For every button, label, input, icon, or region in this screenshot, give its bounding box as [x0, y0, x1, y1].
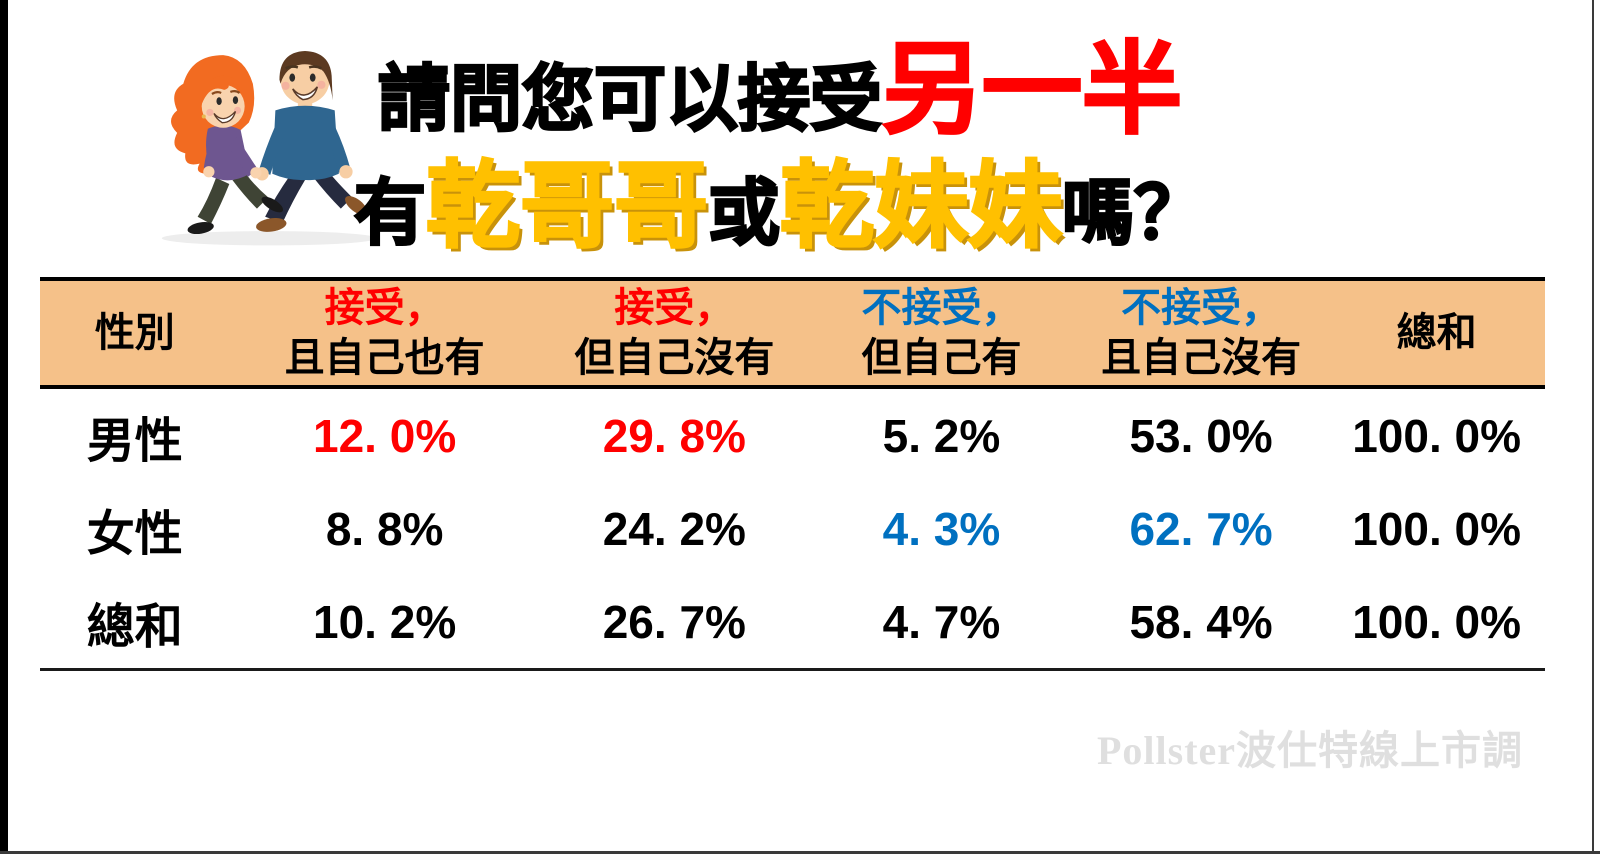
title-line2-black-2: 或: [707, 173, 782, 256]
title-line2-black-1: 有: [353, 173, 428, 256]
total-reject-and-not-have: 58. 4%: [1073, 575, 1329, 671]
title-line2-gold-1: 乾哥哥: [425, 153, 710, 258]
header-accept-and-have-top: 接受，: [324, 286, 445, 330]
total-accept-and-have: 10. 2%: [229, 575, 540, 671]
male-total: 100. 0%: [1352, 409, 1522, 462]
header-accept-and-have: 接受， 且自己也有: [229, 277, 540, 389]
table-row-total: 總和 10. 2% 26. 7% 4. 7% 58. 4% 100. 0%: [40, 575, 1545, 671]
header-accept-not-have-top: 接受，: [614, 286, 735, 330]
woman-figure: [171, 55, 284, 235]
male-accept-and-have: 12. 0%: [313, 409, 457, 462]
pollster-watermark: Pollster波仕特線上市調: [1096, 728, 1524, 773]
header-accept-not-have: 接受， 但自己沒有: [539, 277, 810, 389]
couple-illustration-svg: [161, 51, 377, 246]
title-line2-black-3: 嗎？: [1061, 173, 1208, 256]
female-reject-and-not-have: 62. 7%: [1129, 502, 1273, 555]
total-total: 100. 0%: [1328, 575, 1545, 671]
table-row-male: 男性 12. 0% 29. 8% 5. 2% 53. 0% 100. 0%: [40, 387, 1545, 482]
slide-bottom-edge: [0, 851, 1600, 854]
row-label-total: 總和: [40, 575, 230, 671]
row-label-male: 男性: [86, 414, 183, 468]
header-total: 總和: [1328, 277, 1545, 389]
female-accept-and-have: 8. 8%: [325, 502, 444, 555]
header-reject-but-have-bottom: 但自己有: [861, 336, 1022, 380]
title-line1-black: 請問您可以接受: [377, 59, 884, 142]
female-accept-not-have: 24. 2%: [602, 502, 746, 555]
header-accept-not-have-bottom: 但自己沒有: [574, 336, 775, 380]
couple-walking-illustration: [126, 20, 392, 256]
header-reject-but-have: 不接受， 但自己有: [809, 277, 1074, 389]
results-table: 性別 接受， 且自己也有 接受， 但自己沒有 不接受， 但自己有 不接受， 且自…: [40, 277, 1545, 671]
male-reject-but-have: 5. 2%: [882, 409, 1001, 462]
header-reject-and-not-have-top: 不接受，: [1121, 286, 1282, 330]
table-header-row: 性別 接受， 且自己也有 接受， 但自己沒有 不接受， 但自己有 不接受， 且自…: [40, 277, 1545, 389]
female-total: 100. 0%: [1352, 502, 1522, 555]
total-accept-not-have: 26. 7%: [539, 575, 810, 671]
header-reject-but-have-top: 不接受，: [861, 286, 1022, 330]
title-line-2: 有乾哥哥或乾妹妹嗎？: [340, 153, 1220, 264]
header-reject-and-not-have-bottom: 且自己沒有: [1101, 336, 1302, 380]
slide-left-edge: [0, 0, 8, 854]
slide-right-edge: [1592, 0, 1594, 854]
table-row-female: 女性 8. 8% 24. 2% 4. 3% 62. 7% 100. 0%: [40, 482, 1545, 575]
title-line-1: 請問您可以接受另一半: [340, 33, 1220, 156]
total-reject-but-have: 4. 7%: [809, 575, 1074, 671]
title-line2-gold-2: 乾妹妹: [779, 153, 1064, 258]
man-figure: [256, 51, 368, 232]
title-line1-red-highlight: 另一半: [881, 33, 1184, 148]
header-accept-and-have-bottom: 且自己也有: [284, 336, 485, 380]
male-accept-not-have: 29. 8%: [602, 409, 746, 462]
header-reject-and-not-have: 不接受， 且自己沒有: [1073, 277, 1329, 389]
page-title: 請問您可以接受另一半 有乾哥哥或乾妹妹嗎？: [340, 33, 1220, 264]
female-reject-but-have: 4. 3%: [882, 502, 1001, 555]
header-gender: 性別: [40, 277, 230, 389]
row-label-female: 女性: [86, 507, 183, 561]
male-reject-and-not-have: 53. 0%: [1129, 409, 1273, 462]
